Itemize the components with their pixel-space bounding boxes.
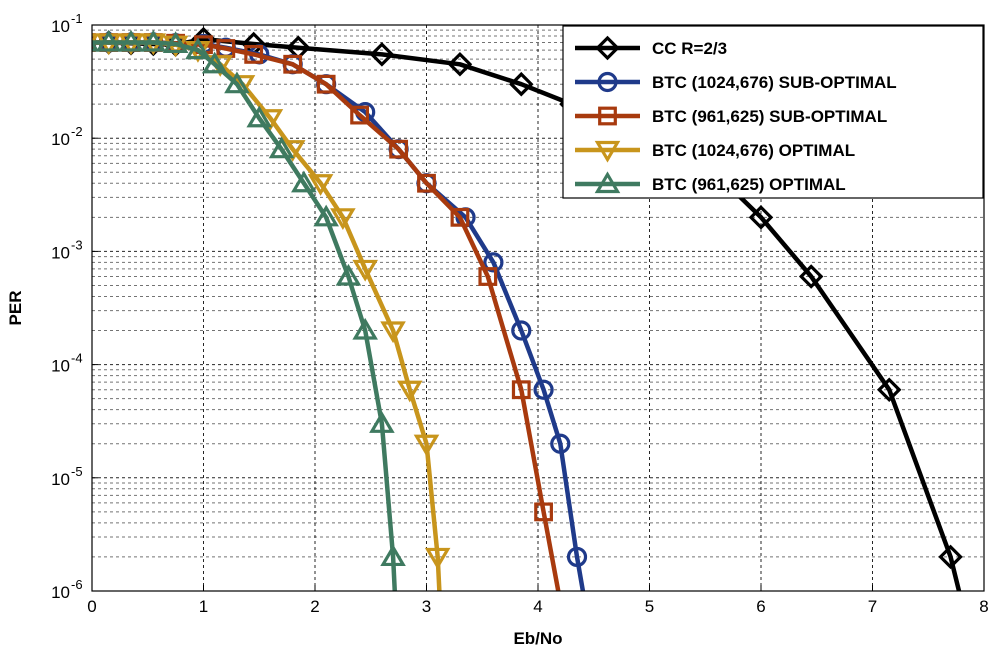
y-tick-label: 10 bbox=[51, 243, 70, 262]
y-tick-label: 10 bbox=[51, 130, 70, 149]
y-axis-title: PER bbox=[6, 291, 25, 326]
data-point bbox=[534, 502, 553, 522]
data-point bbox=[369, 411, 395, 433]
data-point bbox=[352, 317, 378, 340]
data-point bbox=[140, 29, 167, 52]
x-tick-label: 0 bbox=[87, 597, 96, 616]
data-point bbox=[244, 44, 264, 64]
data-point bbox=[201, 51, 228, 74]
x-tick-label: 5 bbox=[645, 597, 654, 616]
data-point bbox=[307, 174, 334, 196]
data-point bbox=[118, 29, 144, 52]
x-tick-label: 3 bbox=[422, 597, 431, 616]
data-point bbox=[246, 105, 273, 128]
y-tick-label: 10 bbox=[51, 583, 70, 602]
data-point bbox=[389, 139, 409, 159]
data-point bbox=[335, 263, 362, 286]
legend-entry: BTC (1024,676) OPTIMAL bbox=[575, 140, 855, 163]
y-tick-exponent: -4 bbox=[71, 351, 83, 366]
legend: CC R=2/3 BTC (1024,676) SUB-OPTIMAL BTC (9… bbox=[562, 25, 984, 199]
data-point bbox=[511, 380, 531, 400]
data-point bbox=[748, 205, 774, 230]
y-tick-exponent: -1 bbox=[71, 11, 83, 26]
legend-entry: CC R=2/3 bbox=[575, 35, 727, 61]
data-point bbox=[509, 71, 534, 97]
data-point bbox=[450, 207, 470, 227]
legend-marker bbox=[595, 35, 620, 61]
y-tick-label: 10 bbox=[51, 17, 70, 36]
x-tick-label: 2 bbox=[310, 597, 319, 616]
y-tick-exponent: -2 bbox=[71, 124, 83, 139]
legend-label: CC R=2/3 bbox=[652, 39, 727, 58]
x-tick-label: 4 bbox=[533, 597, 542, 616]
x-tick-label: 8 bbox=[979, 597, 988, 616]
data-point bbox=[550, 433, 571, 454]
data-point bbox=[352, 259, 378, 282]
data-point bbox=[511, 320, 532, 341]
data-point bbox=[268, 136, 295, 159]
y-tick-exponent: -6 bbox=[71, 577, 83, 592]
legend-marker bbox=[597, 71, 618, 93]
data-point bbox=[162, 31, 189, 54]
x-tick-label: 7 bbox=[868, 597, 877, 616]
data-point bbox=[95, 29, 122, 52]
data-point bbox=[417, 173, 436, 193]
data-point bbox=[396, 380, 423, 403]
legend-label: BTC (961,625) SUB-OPTIMAL bbox=[652, 107, 887, 126]
data-point bbox=[413, 434, 440, 457]
data-point bbox=[369, 42, 395, 67]
data-point bbox=[316, 74, 336, 94]
y-tick-label: 10 bbox=[51, 357, 70, 376]
data-point bbox=[533, 379, 554, 400]
legend-marker bbox=[598, 106, 617, 126]
x-tick-label: 1 bbox=[199, 597, 208, 616]
data-point bbox=[185, 37, 211, 60]
data-point bbox=[566, 546, 588, 568]
legend-marker bbox=[594, 171, 621, 194]
y-tick-exponent: -3 bbox=[71, 237, 83, 252]
legend-label: BTC (1024,676) OPTIMAL bbox=[652, 141, 855, 160]
data-point bbox=[483, 252, 504, 273]
data-point bbox=[798, 264, 824, 289]
legend-entry: BTC (961,625) OPTIMAL bbox=[575, 171, 846, 194]
legend-box bbox=[562, 25, 984, 199]
data-point bbox=[313, 204, 339, 227]
y-tick-label: 10 bbox=[51, 470, 70, 489]
series-layer bbox=[92, 26, 963, 591]
data-point bbox=[938, 544, 963, 570]
data-point bbox=[291, 170, 317, 193]
data-point bbox=[478, 267, 498, 286]
data-point bbox=[424, 547, 451, 570]
legend-entry: BTC (1024,676) SUB-OPTIMAL bbox=[575, 71, 897, 93]
data-point bbox=[380, 544, 406, 567]
data-point bbox=[876, 377, 902, 402]
legend-label: BTC (961,625) OPTIMAL bbox=[652, 175, 846, 194]
data-point bbox=[350, 105, 369, 125]
y-axis: 10-110-210-310-410-510-6 bbox=[51, 11, 98, 602]
y-tick-exponent: -5 bbox=[71, 464, 83, 479]
data-point bbox=[447, 51, 473, 77]
x-axis: 0 1 2 3 4 5 6 7 8 bbox=[87, 585, 989, 616]
series-line bbox=[92, 40, 398, 591]
series-5 bbox=[92, 29, 406, 591]
data-point bbox=[283, 54, 303, 74]
legend-entry: BTC (961,625) SUB-OPTIMAL bbox=[575, 106, 887, 126]
data-point bbox=[224, 71, 250, 94]
data-point bbox=[330, 208, 356, 230]
x-axis-title: Eb/No bbox=[513, 629, 562, 648]
legend-marker bbox=[594, 140, 621, 163]
data-point bbox=[380, 321, 406, 344]
x-tick-label: 6 bbox=[756, 597, 765, 616]
legend-label: BTC (1024,676) SUB-OPTIMAL bbox=[652, 73, 897, 92]
